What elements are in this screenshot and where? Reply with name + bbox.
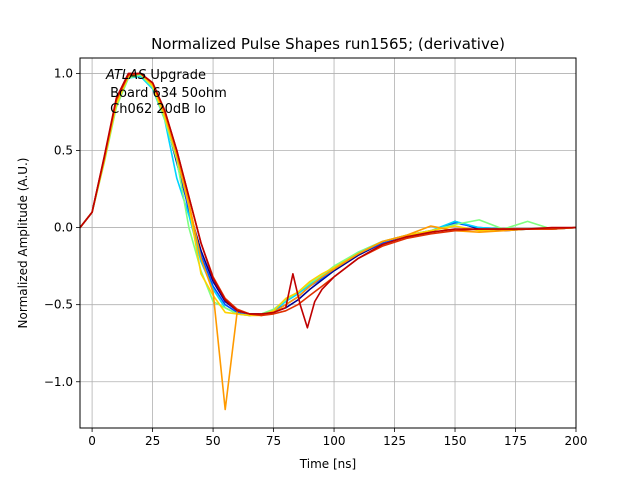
- x-tick-label: 50: [205, 434, 220, 448]
- x-tick-label: 75: [266, 434, 281, 448]
- y-tick-label: −0.5: [44, 298, 73, 312]
- x-tick-label: 125: [383, 434, 406, 448]
- axis-ticks: 0 25 50 75 100 125 150 175 200 −1.0 −0.5 0.0 0.5 1.0: [44, 66, 588, 448]
- annotation-line-2: Board 634 50ohm: [106, 86, 227, 101]
- y-tick-label: 0.5: [54, 144, 73, 158]
- annotation-line-3: Ch062 20dB lo: [106, 102, 206, 117]
- x-tick-label: 200: [565, 434, 588, 448]
- y-tick-label: 0.0: [54, 221, 73, 235]
- chart-title: Normalized Pulse Shapes run1565; (deriva…: [151, 35, 505, 53]
- x-tick-label: 150: [444, 434, 467, 448]
- series-line-pulse-4: [79, 74, 577, 317]
- y-tick-label: 1.0: [54, 66, 73, 80]
- series-line-pulse-8: [79, 72, 576, 329]
- x-tick-label: 0: [88, 434, 96, 448]
- x-axis-label: Time [ns]: [299, 457, 356, 471]
- x-tick-label: 175: [504, 434, 527, 448]
- annotation-upgrade: Upgrade: [146, 68, 206, 83]
- annotation-line-1: ATLAS Upgrade: [105, 68, 206, 83]
- x-tick-label: 100: [323, 434, 346, 448]
- series-lines: [79, 72, 577, 411]
- x-tick-label: 25: [145, 434, 160, 448]
- plot-frame: [79, 57, 577, 429]
- atlas-annotation: ATLAS Upgrade Board 634 50ohm Ch062 20dB…: [105, 68, 227, 117]
- annotation-atlas: ATLAS: [105, 68, 146, 83]
- y-tick-label: −1.0: [44, 375, 73, 389]
- y-axis-label: Normalized Amplitude (A.U.): [16, 158, 30, 329]
